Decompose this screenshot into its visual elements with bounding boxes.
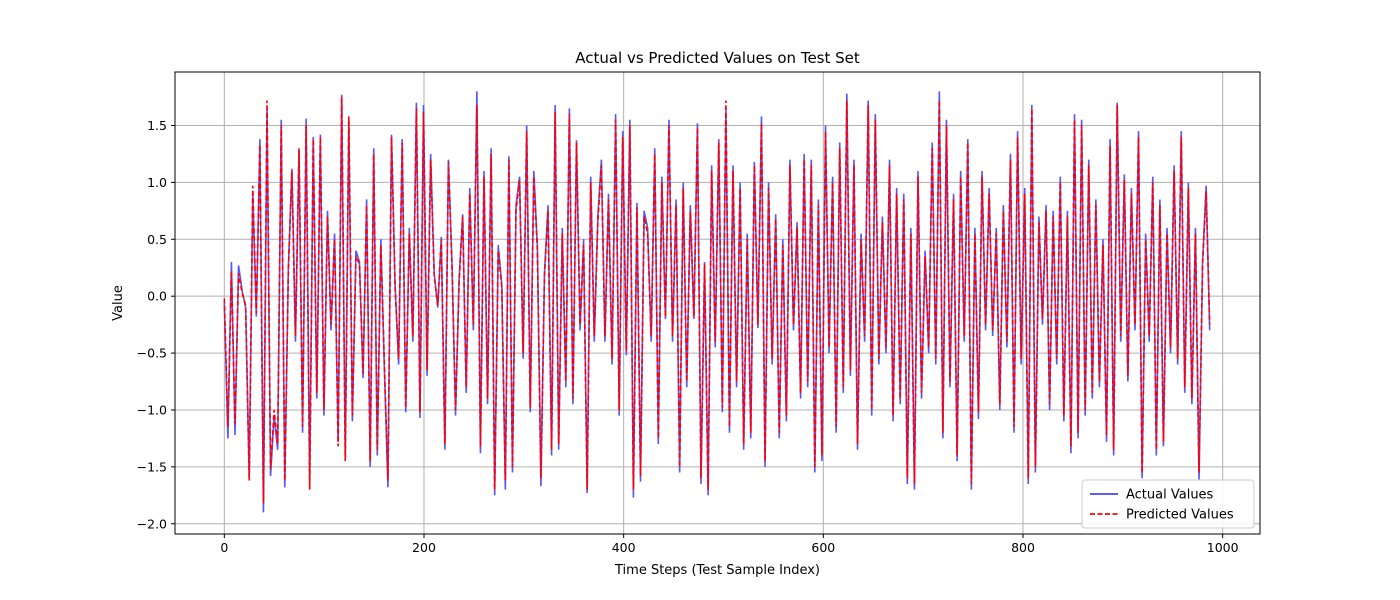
y-tick-label: −0.5 — [137, 346, 167, 361]
plot-frame — [174, 71, 1261, 535]
x-tick-label: 600 — [811, 540, 835, 555]
y-tick-label: 0.5 — [147, 232, 167, 247]
legend-label-actual: Actual Values — [1126, 488, 1214, 503]
y-tick-label: −1.0 — [137, 402, 167, 417]
legend: Actual Values Predicted Values — [1081, 479, 1255, 529]
x-tick-label: 200 — [412, 540, 436, 555]
x-axis-ticks: 0 200 400 600 800 1000 — [220, 534, 1239, 555]
x-tick-label: 400 — [612, 540, 636, 555]
chart-title: Actual vs Predicted Values on Test Set — [575, 49, 860, 67]
y-axis-label: Value — [111, 285, 126, 321]
series-group — [223, 91, 1211, 513]
predicted-values-line — [223, 97, 1211, 504]
x-axis-label: Time Steps (Test Sample Index) — [614, 563, 820, 578]
legend-box — [1081, 479, 1255, 529]
y-tick-label: −1.5 — [137, 459, 167, 474]
y-tick-label: 1.0 — [147, 175, 167, 190]
legend-label-predicted: Predicted Values — [1126, 508, 1234, 523]
x-tick-label: 0 — [220, 540, 228, 555]
y-tick-label: −2.0 — [137, 516, 167, 531]
y-tick-label: 0.0 — [147, 289, 167, 304]
y-axis-ticks: −2.0 −1.5 −1.0 −0.5 0.0 0.5 1.0 1.5 — [137, 118, 175, 531]
y-tick-label: 1.5 — [147, 118, 167, 133]
x-tick-label: 1000 — [1207, 540, 1239, 555]
x-tick-label: 800 — [1011, 540, 1035, 555]
